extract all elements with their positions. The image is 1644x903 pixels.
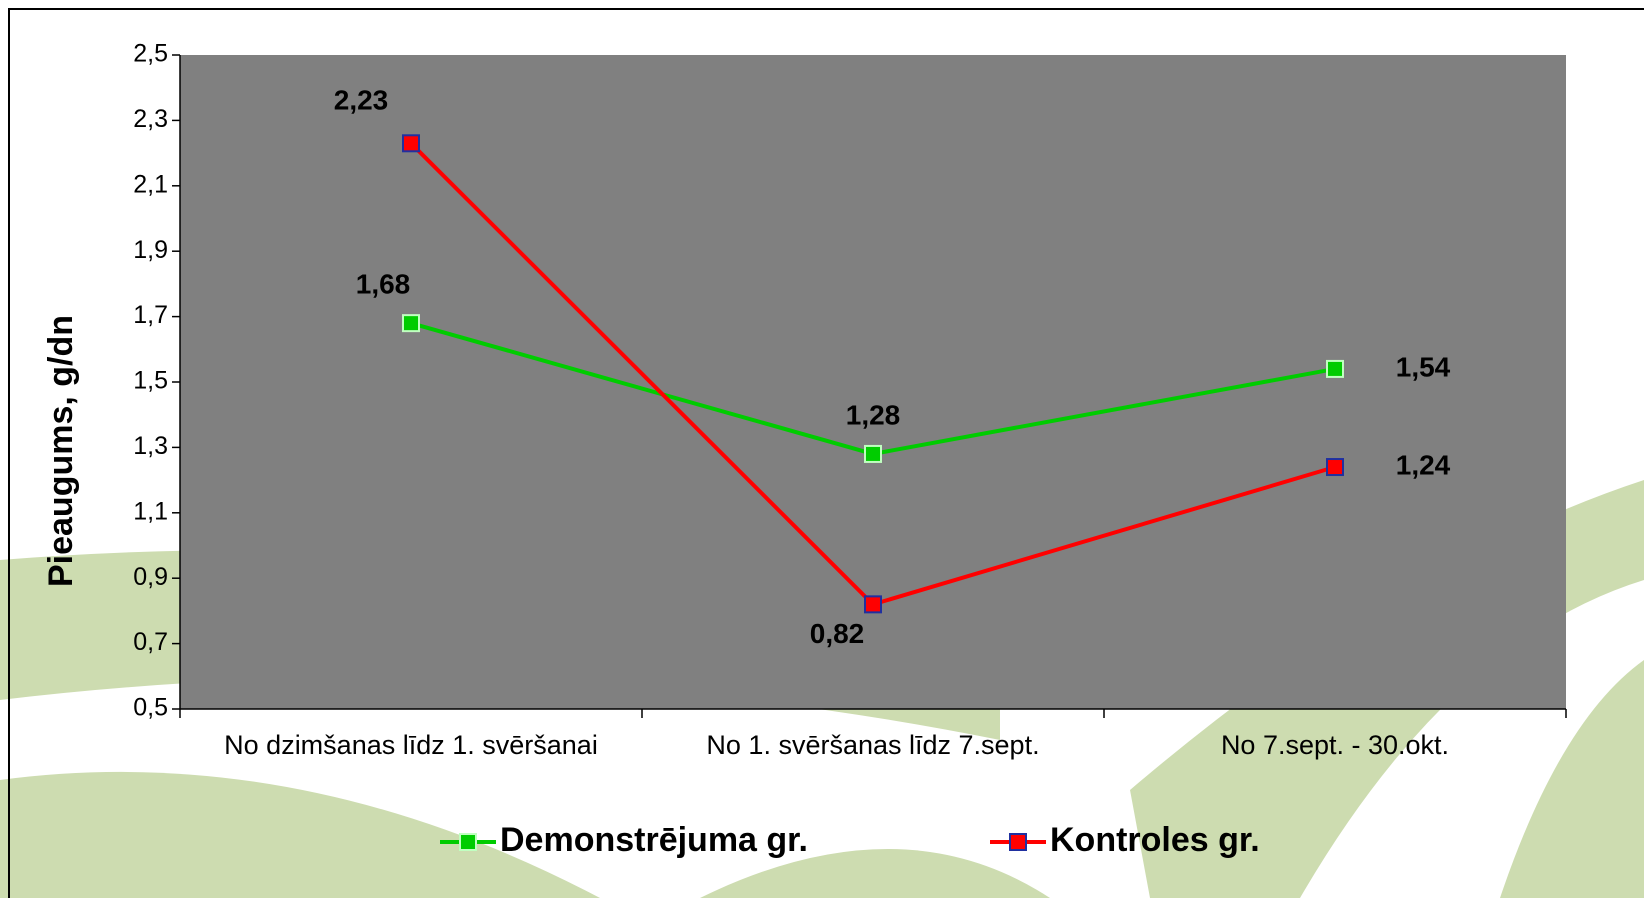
y-tick-label: 2,5 [133,40,168,68]
legend-marker [1010,834,1026,850]
data-label: 0,82 [810,618,865,649]
data-point [865,446,881,462]
chart: Pieaugums, g/dn 0,5 0,7 0,9 1,1 1,3 1,5 1,7 1,9… [0,0,1644,898]
y-axis-title: Pieaugums, g/dn [42,315,80,587]
legend-label: Kontroles gr. [1050,821,1260,859]
y-tick-label: 1,1 [133,497,168,525]
y-tick-label: 2,3 [133,105,168,133]
data-point [865,596,881,612]
data-point [1327,459,1343,475]
data-label: 1,28 [846,399,901,430]
data-label: 1,54 [1396,351,1451,382]
page: {"chart_data": {"type": "line", "y_label… [0,0,1644,898]
y-tick-label: 1,3 [133,432,168,460]
y-tick-label: 0,7 [133,628,168,656]
y-tick-label: 1,5 [133,367,168,395]
x-tick-label: No 1. svēršanas līdz 7.sept. [706,730,1039,760]
data-point [403,315,419,331]
legend-marker [460,834,476,850]
y-tick-label: 1,9 [133,236,168,264]
x-tick-label: No dzimšanas līdz 1. svēršanai [224,730,598,760]
legend-label: Demonstrējuma gr. [500,821,808,859]
y-tick-label: 1,7 [133,301,168,329]
y-tick-label: 0,5 [133,694,168,722]
y-tick-label: 2,1 [133,170,168,198]
x-tick-label: No 7.sept. - 30.okt. [1221,730,1449,760]
data-label: 1,24 [1396,449,1451,480]
data-point [1327,361,1343,377]
data-label: 1,68 [356,269,411,300]
data-point [403,135,419,151]
data-label: 2,23 [334,85,389,116]
y-tick-label: 0,9 [133,563,168,591]
